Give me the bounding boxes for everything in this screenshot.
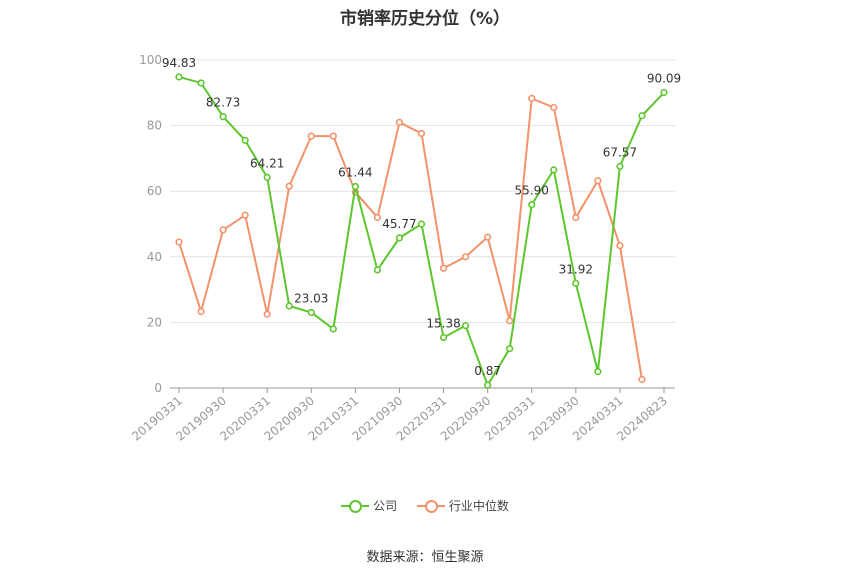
- data-point-industry: [506, 317, 514, 325]
- series-line-company: [178, 75, 665, 387]
- data-point-company: [638, 112, 646, 120]
- data-point-industry: [285, 182, 293, 190]
- data-point-industry: [439, 264, 448, 272]
- legend-label-company: 公司: [373, 499, 398, 513]
- data-point-company: [550, 166, 558, 174]
- data-point-company: [461, 322, 470, 330]
- data-label: 23.03: [294, 291, 328, 305]
- data-point-company: [285, 302, 293, 310]
- data-point-company: [417, 220, 426, 228]
- y-tick-label: 20: [147, 315, 162, 329]
- legend-swatch-company: [341, 499, 370, 513]
- y-tick-label: 60: [147, 184, 162, 198]
- data-point-company: [197, 79, 205, 87]
- data-label: 0.87: [474, 364, 501, 378]
- data-point-company: [528, 201, 536, 209]
- data-point-industry: [461, 253, 470, 261]
- data-point-industry: [329, 132, 337, 140]
- data-label: 90.09: [647, 72, 681, 86]
- data-point-company: [175, 73, 183, 81]
- data-point-industry: [550, 103, 558, 112]
- data-point-industry: [638, 375, 646, 384]
- data-point-company: [594, 368, 602, 376]
- data-label: 45.77: [382, 217, 416, 231]
- y-tick-label: 100: [139, 53, 162, 67]
- data-point-industry: [175, 238, 183, 246]
- data-point-company: [263, 173, 271, 181]
- data-point-industry: [484, 233, 492, 241]
- data-point-company: [660, 88, 668, 97]
- data-point-industry: [241, 211, 249, 219]
- data-point-company: [219, 113, 227, 121]
- data-point-industry: [373, 213, 382, 222]
- y-tick-label: 80: [147, 119, 162, 133]
- data-point-company: [616, 162, 624, 170]
- data-point-industry: [572, 213, 580, 222]
- data-label: 31.92: [559, 262, 593, 276]
- data-point-industry: [594, 177, 602, 185]
- data-point-industry: [307, 132, 315, 140]
- legend-label-industry: 行业中位数: [448, 499, 509, 513]
- data-source: 数据来源：恒生聚源: [366, 550, 484, 565]
- data-label: 61.44: [338, 165, 372, 179]
- data-point-company: [351, 182, 359, 191]
- chart-legend: 公司 行业中位数: [0, 497, 850, 516]
- chart-title: 市销率历史分位（%）: [339, 9, 511, 29]
- data-point-industry: [219, 226, 227, 234]
- data-point-company: [395, 234, 404, 242]
- data-point-industry: [417, 129, 426, 138]
- data-point-company: [307, 308, 315, 317]
- data-point-industry: [197, 307, 205, 316]
- data-point-company: [241, 136, 249, 144]
- y-tick-label: 40: [147, 250, 162, 264]
- legend-item-company[interactable]: 公司: [341, 497, 397, 514]
- data-point-industry: [263, 310, 271, 318]
- data-point-company: [329, 325, 337, 333]
- data-point-industry: [395, 118, 404, 126]
- series-line-industry: [178, 97, 643, 380]
- legend-item-industry[interactable]: 行业中位数: [416, 497, 509, 514]
- data-point-company: [506, 345, 514, 353]
- data-label: 94.83: [162, 56, 196, 70]
- data-label: 82.73: [206, 96, 240, 110]
- data-label: 64.21: [250, 156, 284, 170]
- data-point-industry: [528, 94, 536, 102]
- data-point-company: [572, 279, 580, 287]
- data-point-company: [484, 381, 492, 389]
- data-label: 15.38: [426, 317, 460, 331]
- y-tick-label: 0: [154, 381, 162, 395]
- data-point-company: [439, 333, 448, 342]
- legend-swatch-industry: [416, 499, 445, 513]
- data-point-industry: [616, 242, 624, 250]
- data-label: 55.90: [515, 184, 549, 198]
- data-point-company: [373, 266, 382, 274]
- data-label: 67.57: [603, 145, 637, 159]
